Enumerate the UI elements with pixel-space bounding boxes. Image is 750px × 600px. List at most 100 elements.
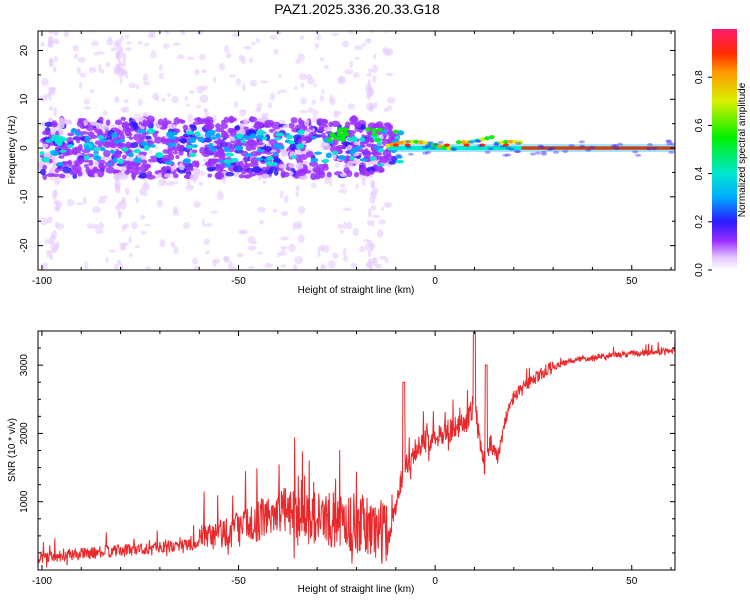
spectrogram-cell bbox=[260, 173, 270, 180]
spectrogram-cell bbox=[203, 108, 208, 113]
spectrogram-cell bbox=[215, 127, 225, 133]
spectrogram-cell bbox=[119, 36, 124, 42]
spectrogram-cell bbox=[148, 150, 153, 154]
spectrogram-cell bbox=[407, 152, 414, 156]
spectrogram-cell bbox=[505, 153, 512, 157]
spectrogram-cell bbox=[488, 135, 495, 140]
spectrogram-cell bbox=[287, 140, 296, 145]
spectrogram-cell bbox=[53, 189, 58, 198]
spectrogram-cell bbox=[114, 179, 121, 190]
spectrogram-cell bbox=[376, 141, 383, 146]
spectrogram-cell bbox=[48, 106, 54, 112]
spectrogram-cell bbox=[317, 245, 323, 252]
spectrogram-cell bbox=[233, 100, 239, 108]
spectrogram-cell bbox=[342, 247, 347, 257]
spectrogram-cell bbox=[74, 162, 80, 167]
spectrogram-cell bbox=[195, 160, 200, 168]
spectrogram-cell bbox=[53, 106, 57, 117]
spectrogram-cell bbox=[238, 123, 245, 128]
spectrogram-cell bbox=[167, 92, 172, 98]
colorbar-label: Normalized spectral amplitude bbox=[737, 82, 748, 217]
spectrogram-cell bbox=[294, 256, 304, 265]
spectrogram-cell bbox=[186, 56, 194, 61]
spectrogram-cell bbox=[338, 189, 348, 194]
spectrogram-cell bbox=[204, 161, 212, 167]
spectrogram-cell bbox=[97, 169, 105, 178]
spectrogram-cell bbox=[368, 68, 374, 73]
spectrogram-cell bbox=[242, 174, 252, 179]
spectrogram-cell bbox=[228, 127, 235, 132]
spectrogram-cell bbox=[172, 42, 181, 47]
spectrogram-cell bbox=[261, 166, 272, 171]
spectrogram-cell bbox=[244, 153, 253, 157]
spectrogram-cell bbox=[120, 106, 127, 113]
spectrogram-cell bbox=[117, 259, 122, 266]
spectrogram-cell bbox=[146, 128, 156, 134]
snr-y-tick-label: 2000 bbox=[19, 422, 30, 445]
spectrogram-cell bbox=[150, 50, 157, 59]
spectrogram-cell bbox=[367, 208, 372, 218]
spectrogram-cell bbox=[223, 256, 230, 263]
spectrogram-cell bbox=[367, 79, 372, 87]
spectrogram-cell bbox=[179, 144, 185, 150]
spectrogram-cell bbox=[111, 132, 119, 139]
spectrogram-cell bbox=[83, 120, 88, 127]
spectrogram-cell bbox=[298, 73, 308, 81]
spectrogram-cell bbox=[349, 155, 355, 161]
snr-series-line bbox=[38, 331, 675, 568]
spectrogram-cell bbox=[75, 202, 83, 206]
spectrogram-cell bbox=[310, 157, 319, 163]
spectrogram-cell bbox=[373, 102, 378, 109]
snr-y-ticks: 1000 2000 3000 bbox=[19, 330, 675, 571]
colorbar-tick-label: 0.6 bbox=[694, 118, 705, 132]
spectrogram-cell bbox=[279, 145, 285, 150]
spectrogram-cell bbox=[344, 158, 349, 164]
spectrogram-cell bbox=[236, 252, 244, 258]
spectrogram-cell bbox=[155, 96, 160, 102]
spectrogram-cell bbox=[113, 172, 120, 181]
spectrogram-cell bbox=[204, 119, 215, 124]
spectrogram-cell bbox=[366, 72, 372, 77]
spectrogram-cell bbox=[280, 170, 286, 179]
spectrogram-cell bbox=[350, 262, 358, 269]
spectrogram-cell bbox=[365, 37, 372, 44]
spectrogram-cell bbox=[83, 105, 91, 110]
spectrogram-cell bbox=[84, 135, 91, 142]
spectrogram-cell bbox=[320, 118, 329, 126]
spectrogram-cell bbox=[307, 107, 314, 113]
spectrogram-cell bbox=[45, 139, 51, 144]
spectrogram-y-ticks: -20 -10 0 10 20 bbox=[19, 45, 675, 271]
spectrogram-cell bbox=[218, 63, 226, 71]
spectrogram-cell bbox=[293, 86, 298, 91]
spectrogram-cell bbox=[102, 141, 110, 147]
spectrogram-cell bbox=[271, 162, 279, 167]
spectrogram-cell bbox=[112, 157, 118, 163]
spectrogram-cell bbox=[53, 55, 58, 63]
spectrogram-cell bbox=[379, 255, 388, 260]
spectrogram-cell bbox=[126, 132, 133, 137]
spectrogram-cell bbox=[292, 264, 298, 270]
spectrogram-cell bbox=[215, 132, 221, 139]
spectrogram-cell bbox=[343, 132, 350, 137]
spectrogram-line-peak bbox=[521, 146, 675, 150]
spectrogram-cell bbox=[55, 241, 60, 249]
spectrogram-cell bbox=[137, 98, 143, 106]
spectrogram-cell bbox=[173, 245, 179, 254]
spectrogram-cell bbox=[88, 159, 94, 166]
spectrogram-cell bbox=[273, 137, 282, 141]
spectrogram-cell bbox=[617, 142, 624, 146]
spectrogram-cell bbox=[290, 117, 298, 124]
spectrogram-cell bbox=[218, 160, 225, 164]
spectrogram-cell bbox=[273, 157, 281, 164]
spectrogram-cell bbox=[119, 242, 127, 249]
spectrogram-cell bbox=[50, 241, 56, 252]
spectrogram-cell bbox=[375, 121, 384, 129]
spectrogram-cell bbox=[84, 144, 90, 151]
spectrogram-cell bbox=[67, 159, 72, 167]
spectrogram-cell bbox=[47, 90, 53, 98]
spectrogram-cell bbox=[314, 151, 322, 155]
spectrogram-cell bbox=[537, 144, 544, 148]
spectrogram-cell bbox=[247, 139, 258, 146]
spectrogram-cell bbox=[349, 116, 359, 123]
spectrogram-cell bbox=[134, 244, 140, 249]
